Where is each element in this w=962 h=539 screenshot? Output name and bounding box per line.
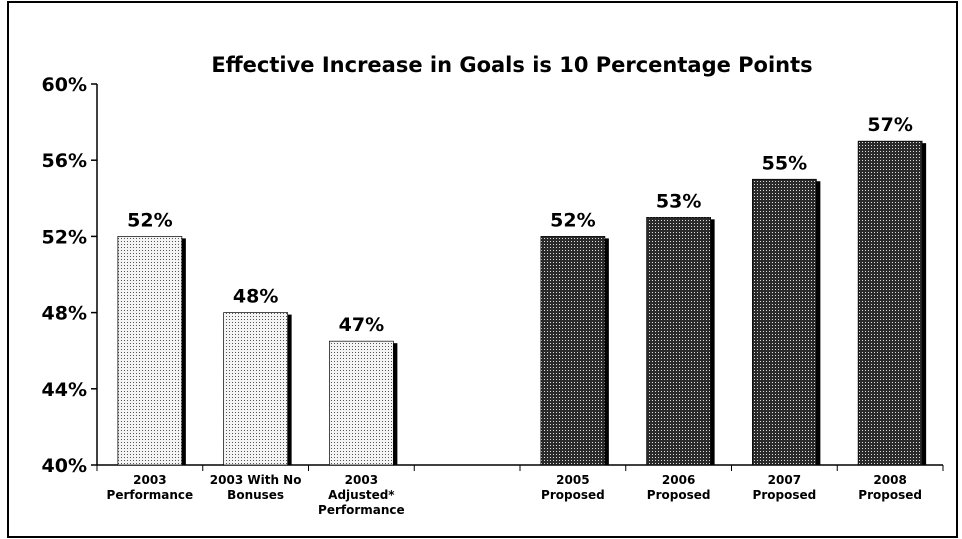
y-tick-label: 40% [42,455,87,477]
value-label: 53% [656,190,701,212]
value-label: 52% [550,209,595,231]
bar [752,178,817,466]
y-tick-label: 44% [42,379,87,401]
bar [223,312,288,466]
x-tick-label: 2005 Proposed [541,473,605,502]
value-label: 52% [127,209,172,231]
chart-title: Effective Increase in Goals is 10 Percen… [211,53,812,77]
y-tick-label: 52% [42,226,87,248]
value-label: 57% [867,114,912,136]
y-tick-label: 56% [42,150,87,172]
value-label: 55% [762,152,807,174]
x-tick-label: 2007 Proposed [752,473,817,502]
bar [540,236,606,466]
y-tick-label: 60% [42,74,87,96]
y-tick-label: 48% [42,303,87,325]
value-label: 48% [233,286,278,308]
x-tick-label: 2003 Adjusted* Performance [318,473,405,517]
bar [117,236,183,466]
x-tick-label: 2003 Performance [106,473,194,502]
x-tick-label: 2006 Proposed [646,473,711,502]
chart-frame [7,1,958,538]
x-tick-label: 2003 With No Bonuses [209,473,302,502]
x-tick-label: 2008 Proposed [858,473,922,502]
bar [857,140,923,466]
bar [646,217,711,466]
value-label: 47% [339,314,384,336]
bar [329,340,394,466]
